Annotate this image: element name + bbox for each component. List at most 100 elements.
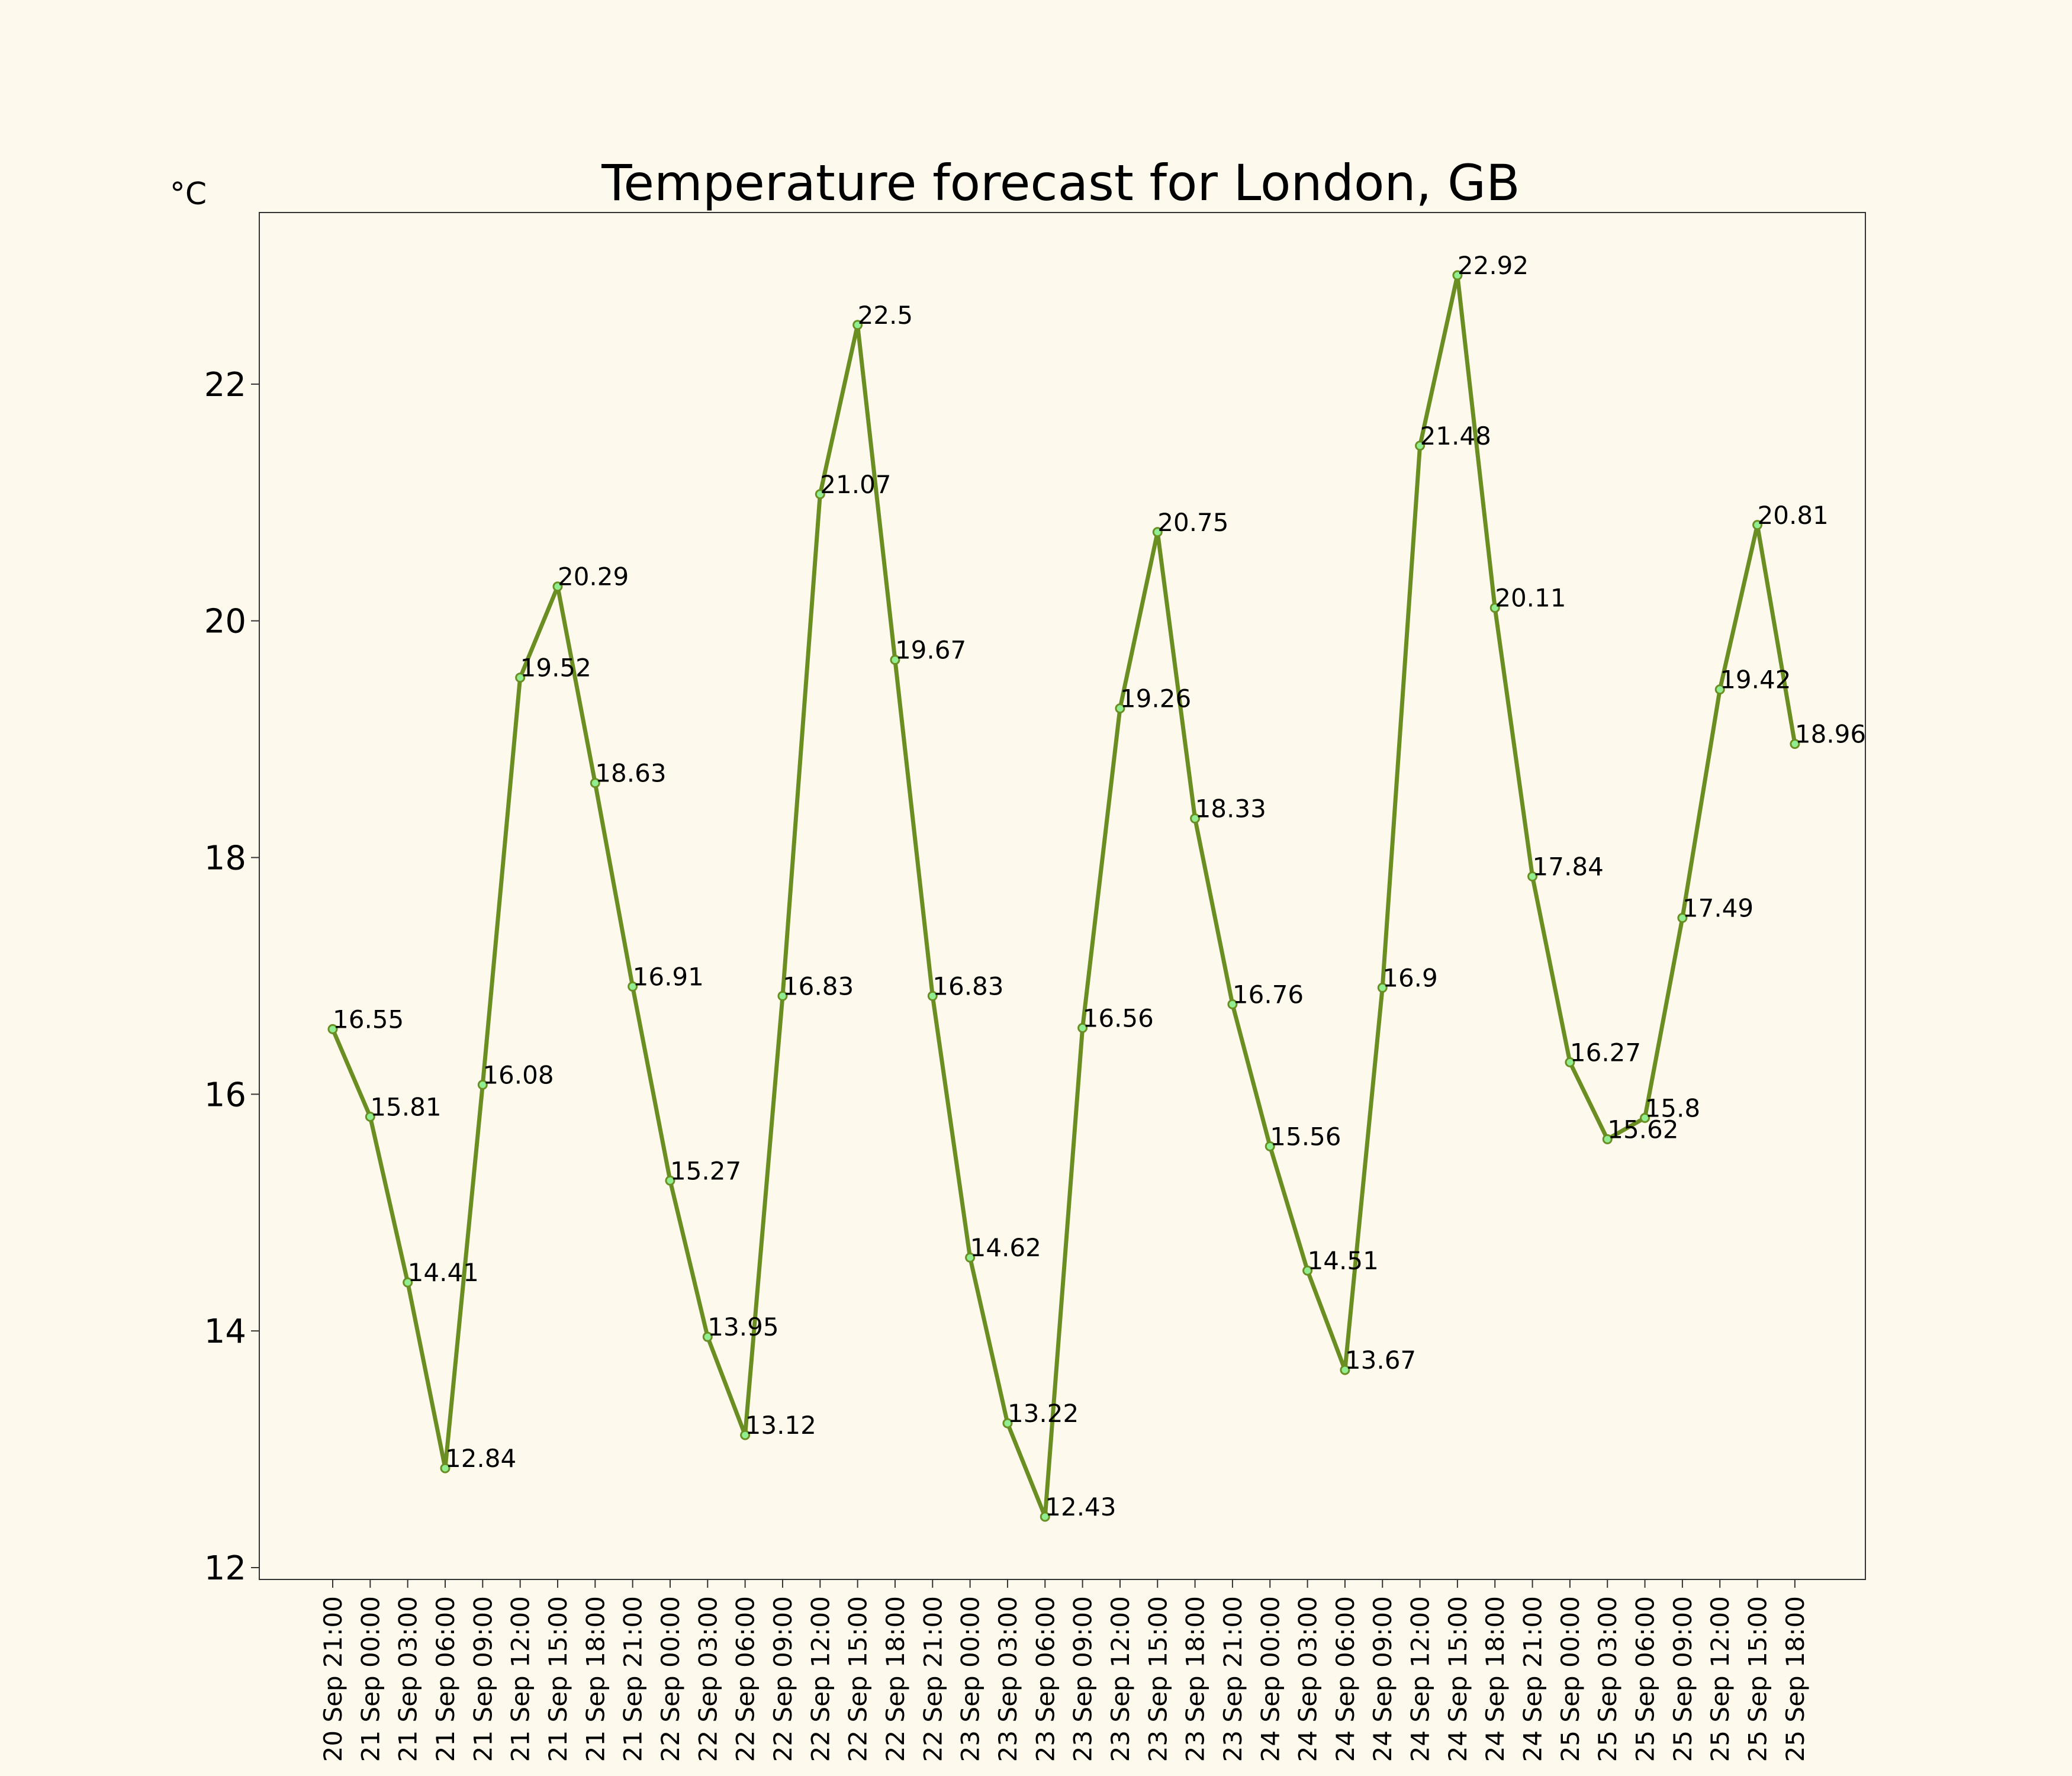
data-point-label: 21.48 xyxy=(1420,422,1491,451)
data-point-marker xyxy=(1677,912,1688,923)
data-point-label: 19.26 xyxy=(1120,684,1191,713)
x-tick-label: 21 Sep 03:00 xyxy=(394,1596,423,1762)
x-tick-label: 25 Sep 09:00 xyxy=(1668,1596,1697,1762)
x-tick-label: 23 Sep 06:00 xyxy=(1031,1596,1060,1762)
x-tick-label: 24 Sep 09:00 xyxy=(1368,1596,1397,1762)
x-tick-label: 24 Sep 12:00 xyxy=(1406,1596,1435,1762)
x-tick-label: 22 Sep 21:00 xyxy=(918,1596,947,1762)
data-point-label: 15.56 xyxy=(1270,1122,1341,1151)
data-point-label: 16.76 xyxy=(1233,980,1304,1009)
data-point-label: 16.56 xyxy=(1083,1003,1154,1032)
data-point-label: 15.8 xyxy=(1645,1093,1701,1122)
x-tick-label: 23 Sep 21:00 xyxy=(1218,1596,1247,1762)
x-tick-label: 22 Sep 00:00 xyxy=(656,1596,685,1762)
x-tick-label: 22 Sep 12:00 xyxy=(806,1596,835,1762)
data-point-marker xyxy=(515,673,526,683)
x-tick-label: 24 Sep 03:00 xyxy=(1294,1596,1323,1762)
data-point-label: 17.84 xyxy=(1533,852,1604,881)
data-point-marker xyxy=(1115,703,1125,714)
data-point-marker xyxy=(965,1252,976,1263)
y-tick-label: 20 xyxy=(204,603,246,641)
data-point-label: 14.62 xyxy=(970,1233,1041,1262)
data-point-label: 18.63 xyxy=(595,759,666,788)
data-point-label: 15.81 xyxy=(370,1092,441,1121)
x-tick-label: 25 Sep 06:00 xyxy=(1631,1596,1660,1762)
x-tick-label: 24 Sep 18:00 xyxy=(1481,1596,1510,1762)
data-point-marker xyxy=(440,1463,451,1473)
x-tick-label: 23 Sep 09:00 xyxy=(1069,1596,1098,1762)
data-point-label: 16.83 xyxy=(783,971,854,1000)
data-point-marker xyxy=(1752,520,1763,530)
x-tick-label: 21 Sep 12:00 xyxy=(506,1596,535,1762)
x-tick-label: 22 Sep 09:00 xyxy=(768,1596,797,1762)
data-point-marker xyxy=(365,1111,375,1122)
data-point-label: 16.08 xyxy=(482,1060,554,1089)
data-point-label: 19.42 xyxy=(1720,665,1791,694)
data-point-label: 15.62 xyxy=(1607,1115,1678,1144)
y-axis: 12 14 16 18 20 22 xyxy=(204,366,259,1588)
x-tick-label: 25 Sep 18:00 xyxy=(1781,1596,1810,1762)
data-point-label: 20.11 xyxy=(1495,584,1566,613)
data-point-marker xyxy=(1602,1134,1613,1144)
y-tick-label: 12 xyxy=(204,1549,246,1588)
y-axis-unit-label: °C xyxy=(170,176,207,212)
data-point-marker xyxy=(1377,982,1388,993)
data-point-marker xyxy=(1302,1265,1313,1276)
data-point-label: 20.29 xyxy=(558,562,629,591)
data-point-marker xyxy=(852,320,863,330)
x-tick-label: 25 Sep 00:00 xyxy=(1556,1596,1585,1762)
data-point-label: 13.67 xyxy=(1345,1346,1416,1375)
x-tick-label: 24 Sep 15:00 xyxy=(1443,1596,1472,1762)
x-tick-label: 23 Sep 03:00 xyxy=(993,1596,1022,1762)
data-point-marker xyxy=(1452,270,1463,281)
data-point-label: 16.83 xyxy=(932,971,1003,1000)
plot-area-frame xyxy=(259,212,1866,1580)
x-axis: 20 Sep 21:00 21 Sep 00:00 21 Sep 03:00 21 S… xyxy=(318,1579,1810,1762)
x-tick-label: 21 Sep 06:00 xyxy=(431,1596,460,1762)
data-point-marker xyxy=(740,1430,751,1440)
data-point-label: 20.81 xyxy=(1758,501,1829,530)
data-point-marker xyxy=(628,981,638,992)
data-point-marker xyxy=(1265,1141,1275,1151)
x-tick-label: 22 Sep 06:00 xyxy=(731,1596,760,1762)
x-tick-label: 25 Sep 12:00 xyxy=(1706,1596,1735,1762)
data-point-label: 14.41 xyxy=(408,1258,479,1287)
x-tick-label: 23 Sep 12:00 xyxy=(1106,1596,1135,1762)
y-tick-label: 14 xyxy=(204,1312,246,1351)
data-point-label: 22.5 xyxy=(858,301,913,330)
x-tick-label: 21 Sep 21:00 xyxy=(619,1596,648,1762)
data-point-marker xyxy=(590,778,600,789)
data-point-marker xyxy=(777,990,788,1001)
x-tick-label: 21 Sep 15:00 xyxy=(543,1596,572,1762)
data-point-label: 16.55 xyxy=(333,1005,404,1034)
data-point-label: 12.84 xyxy=(445,1444,516,1473)
data-point-label: 16.27 xyxy=(1570,1038,1641,1067)
data-point-label: 15.27 xyxy=(670,1156,741,1185)
data-point-label: 20.75 xyxy=(1157,508,1228,537)
data-point-marker xyxy=(327,1024,338,1034)
data-point-label: 16.91 xyxy=(633,962,704,991)
chart-title: Temperature forecast for London, GB xyxy=(601,154,1520,212)
x-tick-label: 23 Sep 18:00 xyxy=(1181,1596,1210,1762)
y-tick-label: 18 xyxy=(204,839,246,878)
data-point-marker xyxy=(1040,1511,1050,1522)
data-point-marker xyxy=(1227,999,1238,1009)
temperature-line xyxy=(330,273,1797,1519)
x-tick-label: 24 Sep 06:00 xyxy=(1331,1596,1360,1762)
data-point-label: 13.12 xyxy=(745,1411,816,1440)
x-tick-label: 22 Sep 18:00 xyxy=(881,1596,910,1762)
data-point-label: 21.07 xyxy=(820,470,891,499)
data-point-marker xyxy=(552,581,563,592)
data-point-label: 16.9 xyxy=(1382,963,1438,992)
data-point-marker xyxy=(665,1175,675,1186)
x-tick-label: 24 Sep 21:00 xyxy=(1518,1596,1547,1762)
x-tick-label: 21 Sep 18:00 xyxy=(581,1596,610,1762)
x-tick-label: 22 Sep 15:00 xyxy=(844,1596,873,1762)
data-point-marker xyxy=(403,1277,413,1288)
data-point-marker xyxy=(927,990,938,1001)
data-point-marker xyxy=(1640,1112,1650,1123)
data-point-label: 18.33 xyxy=(1195,794,1266,823)
data-point-marker xyxy=(477,1079,488,1090)
